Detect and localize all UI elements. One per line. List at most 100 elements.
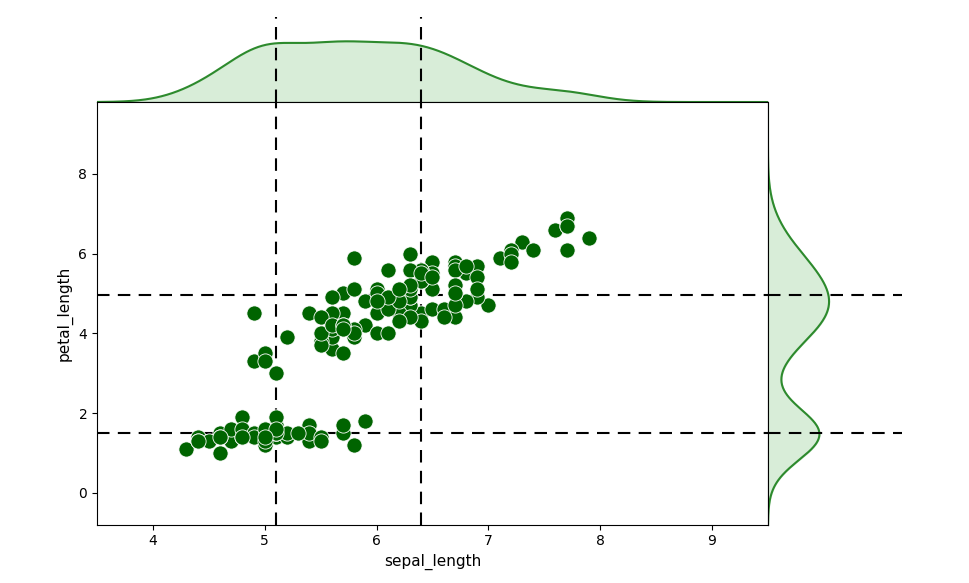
Point	[402, 293, 418, 302]
Point	[178, 444, 194, 454]
Point	[380, 329, 395, 338]
Point	[245, 309, 261, 318]
Point	[413, 309, 428, 318]
Point	[447, 265, 462, 274]
Point	[267, 433, 283, 442]
Point	[368, 329, 384, 338]
Point	[291, 429, 306, 438]
Point	[346, 285, 361, 294]
Point	[447, 301, 462, 310]
Point	[313, 340, 328, 350]
Point	[469, 285, 484, 294]
Point	[324, 345, 339, 354]
Point	[335, 325, 351, 334]
Point	[380, 301, 395, 310]
Point	[402, 265, 418, 274]
Point	[257, 440, 272, 449]
Point	[413, 277, 428, 286]
Point	[313, 329, 328, 338]
Point	[391, 317, 406, 326]
Point	[257, 349, 272, 358]
Point	[234, 433, 250, 442]
Y-axis label: petal_length: petal_length	[56, 266, 73, 361]
Point	[368, 285, 384, 294]
Point	[358, 416, 373, 426]
Point	[402, 293, 418, 302]
Point	[301, 309, 317, 318]
Point	[358, 297, 373, 306]
Point	[267, 412, 283, 422]
Point	[424, 305, 440, 314]
Point	[558, 221, 574, 230]
Point	[491, 253, 507, 262]
Point	[402, 285, 418, 294]
Point	[424, 269, 440, 278]
Point	[267, 429, 283, 438]
Point	[424, 257, 440, 266]
Point	[402, 249, 418, 258]
Point	[402, 265, 418, 274]
Point	[279, 429, 295, 438]
Point	[257, 429, 272, 438]
Point	[335, 349, 351, 358]
Point	[212, 448, 228, 458]
Point	[580, 233, 596, 243]
Point	[413, 265, 428, 274]
Point	[424, 273, 440, 282]
Point	[346, 253, 361, 262]
Point	[435, 312, 451, 322]
Point	[245, 429, 261, 438]
Point	[257, 424, 272, 434]
Point	[457, 297, 473, 306]
Point	[480, 301, 495, 310]
Point	[267, 433, 283, 442]
Point	[413, 265, 428, 274]
Point	[279, 433, 295, 442]
Point	[346, 329, 361, 338]
Point	[469, 293, 484, 302]
Point	[335, 429, 351, 438]
Point	[447, 312, 462, 322]
Point	[469, 273, 484, 282]
Point	[457, 269, 473, 278]
Point	[402, 281, 418, 290]
Point	[301, 429, 317, 438]
Point	[257, 436, 272, 445]
Point	[447, 261, 462, 270]
Point	[190, 436, 205, 445]
Point	[503, 257, 518, 266]
Point	[313, 329, 328, 338]
Point	[424, 285, 440, 294]
Point	[267, 368, 283, 378]
Point	[324, 293, 339, 302]
Point	[358, 321, 373, 330]
Point	[346, 285, 361, 294]
Point	[547, 225, 563, 234]
Point	[245, 429, 261, 438]
Point	[402, 301, 418, 310]
Point	[313, 336, 328, 346]
Point	[447, 281, 462, 290]
Point	[267, 429, 283, 438]
Point	[391, 309, 406, 318]
Point	[435, 305, 451, 314]
Point	[257, 424, 272, 434]
Point	[413, 277, 428, 286]
Point	[447, 257, 462, 266]
Point	[380, 305, 395, 314]
Point	[212, 433, 228, 442]
Point	[279, 333, 295, 342]
Point	[380, 293, 395, 302]
Point	[413, 269, 428, 278]
Point	[380, 301, 395, 310]
Point	[447, 289, 462, 298]
Point	[368, 289, 384, 298]
Point	[245, 433, 261, 442]
Point	[368, 297, 384, 306]
Point	[324, 333, 339, 342]
Point	[335, 309, 351, 318]
Point	[514, 237, 529, 246]
Point	[558, 213, 574, 222]
Point	[335, 321, 351, 330]
Point	[212, 433, 228, 442]
